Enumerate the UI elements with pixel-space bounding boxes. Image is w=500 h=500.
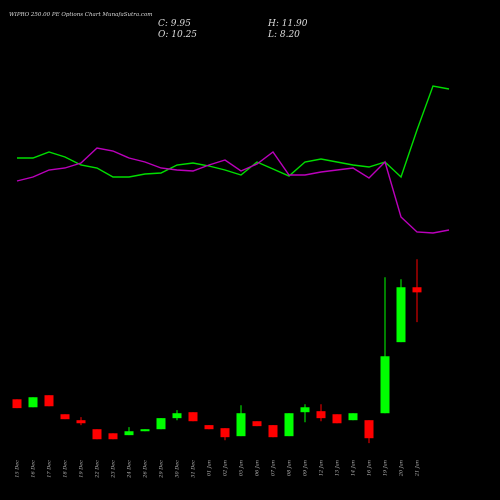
chart-title: WIPRO 250.00 PE Options Chart MunafaSutr…: [9, 12, 153, 18]
candle-body: [268, 425, 278, 438]
x-tick-label: 24 Dec: [127, 460, 133, 479]
x-tick-label: 14 Jan: [351, 460, 357, 476]
x-tick-label: 23 Dec: [111, 460, 117, 479]
open-label: O: 10.25: [158, 30, 197, 40]
candle-body: [316, 411, 326, 419]
candle-body: [236, 413, 246, 437]
candle-body: [284, 413, 294, 437]
x-tick-label: 20 Jan: [399, 460, 405, 477]
indicator-line: [17, 85, 450, 179]
high-label: H: 11.90: [267, 19, 308, 29]
x-tick-label: 21 Jan: [415, 460, 421, 477]
candle-body: [412, 287, 422, 293]
candle-body: [172, 413, 182, 419]
x-tick-label: 16 Jan: [367, 460, 373, 476]
close-label: C: 9.95: [158, 19, 191, 29]
candle-body: [44, 395, 54, 407]
candle-body: [348, 413, 358, 421]
x-tick-label: 07 Jan: [271, 460, 277, 476]
candle-body: [332, 414, 342, 424]
x-tick-label: 06 Jan: [255, 460, 261, 476]
candle-body: [396, 287, 406, 343]
candle-body: [252, 421, 262, 427]
x-tick-label: 19 Dec: [79, 460, 85, 478]
x-tick-label: 13 Jan: [335, 460, 341, 476]
x-tick-label: 16 Dec: [31, 460, 37, 478]
candle-body: [204, 425, 214, 430]
candle-body: [156, 418, 166, 430]
x-tick-label: 05 Jan: [239, 460, 245, 476]
x-tick-label: 29 Dec: [159, 460, 165, 479]
x-tick-label: 31 Dec: [191, 460, 197, 478]
x-tick-label: 08 Jan: [287, 460, 293, 476]
low-label: L: 8.20: [267, 30, 300, 40]
candle-body: [300, 407, 310, 413]
x-tick-label: 26 Dec: [143, 460, 149, 479]
x-tick-label: 01 Jan: [207, 460, 213, 476]
candle-body: [12, 399, 22, 409]
x-tick-label: 18 Dec: [63, 460, 69, 478]
candle-body: [124, 431, 134, 436]
x-tick-label: 09 Jan: [303, 460, 309, 476]
candle-body: [140, 429, 150, 432]
candle-body: [28, 397, 38, 408]
candle-body: [364, 420, 374, 439]
x-tick-label: 30 Dec: [175, 460, 181, 478]
candle-body: [380, 356, 390, 414]
candle-body: [188, 412, 198, 422]
indicator-line: [16, 147, 450, 234]
candle-body: [108, 433, 118, 440]
x-tick-label: 12 Jan: [319, 460, 325, 476]
x-tick-label: 02 Jan: [223, 460, 229, 476]
candle-body: [220, 428, 230, 438]
x-tick-label: 22 Dec: [95, 460, 101, 479]
x-tick-label: 19 Jan: [383, 460, 389, 476]
candle-body: [60, 414, 70, 420]
candle-body: [92, 429, 102, 440]
x-tick-label: 15 Dec: [15, 460, 21, 478]
x-tick-label: 17 Dec: [47, 460, 53, 478]
candle-body: [76, 420, 86, 424]
